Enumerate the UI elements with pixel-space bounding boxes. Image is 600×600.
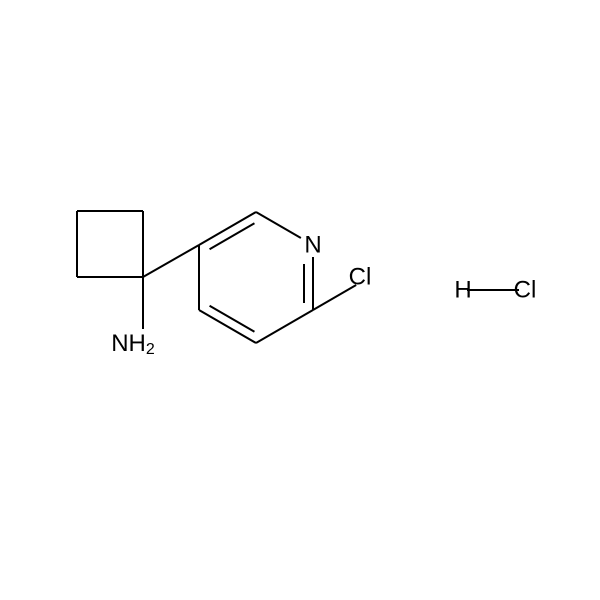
- atom-label-N_ring: N: [304, 232, 321, 259]
- molecule-diagram: N NH2 Cl H Cl: [0, 0, 600, 600]
- atom-label-Cl: Cl: [349, 264, 372, 291]
- bond: [210, 306, 255, 332]
- bond: [256, 212, 301, 238]
- atom-label-H: H: [454, 277, 471, 304]
- bond: [256, 310, 313, 343]
- bond: [143, 245, 199, 277]
- bond: [210, 223, 255, 249]
- atom-label-N_amine: NH2: [111, 330, 155, 358]
- atom-label-Cl2: Cl: [514, 277, 537, 304]
